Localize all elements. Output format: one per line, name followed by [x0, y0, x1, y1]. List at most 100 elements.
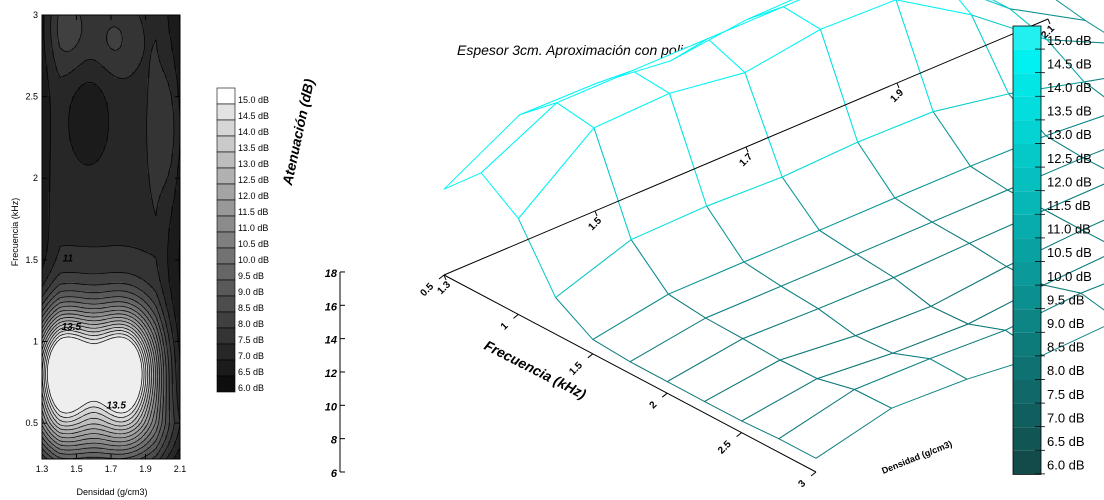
contour-x-tick-label: 1.5: [70, 464, 83, 474]
surface-z-tick-label: 14: [325, 335, 337, 347]
surface-freq-axis: [443, 274, 817, 473]
surface-legend-swatch: [1013, 356, 1041, 380]
contour-y-axis-label: Frecuencia (kHz): [10, 198, 20, 267]
surface-density-tick: [745, 146, 749, 153]
contour-level-label: 11: [63, 253, 74, 264]
contour-y-tick-label: 0.5: [25, 418, 38, 428]
surface-density-tick-label: 1.3: [435, 279, 453, 297]
surface-legend-swatch: [1013, 26, 1041, 50]
contour-labels: 11 13.5 13.5: [62, 253, 127, 411]
surface-legend-label: 12.5 dB: [1047, 151, 1092, 166]
contour-legend-label: 8.5 dB: [238, 303, 264, 313]
surface-legend-label: 6.5 dB: [1047, 434, 1085, 449]
surface-z-axis-label: Atenuación (dB): [279, 77, 317, 187]
contour-x-tick-label: 2.1: [174, 464, 187, 474]
contour-lines: [42, 15, 180, 459]
contour-legend-label: 10.5 dB: [238, 239, 269, 249]
surface-legend-label: 8.0 dB: [1047, 363, 1085, 378]
contour-legend-label: 14.5 dB: [238, 111, 269, 121]
surface-legend-label: 13.0 dB: [1047, 127, 1092, 142]
contour-legend-label: 12.5 dB: [238, 175, 269, 185]
contour-axes: 1.3 1.5 1.7 1.9 2.1 0.5 1 1.5 2 2.5 3: [25, 10, 186, 474]
contour-y-tick-label: 1.5: [25, 255, 38, 265]
surface-legend-swatch: [1013, 262, 1041, 286]
surface-legend-label: 14.5 dB: [1047, 56, 1092, 71]
surface-face: [985, 0, 1011, 10]
contour-y-tick-label: 1: [33, 336, 38, 346]
surface-freq-tick: [661, 392, 668, 398]
surface-legend-label: 8.5 dB: [1047, 340, 1085, 355]
surface-freq-tick: [587, 353, 594, 359]
contour-legend-swatch: [216, 375, 236, 393]
contour-legend-label: 6.0 dB: [238, 383, 264, 393]
surface-density-tick: [443, 274, 447, 281]
contour-x-tick-label: 1.3: [36, 464, 49, 474]
contour-legend-label: 7.5 dB: [238, 335, 264, 345]
surface-legend-label: 13.5 dB: [1047, 104, 1092, 119]
contour-plot-area: [42, 15, 180, 459]
surface-legend-swatch: [1013, 450, 1041, 475]
contour-isolines: [42, 15, 180, 459]
contour-legend-label: 6.5 dB: [238, 367, 264, 377]
surface-legend-swatch: [1013, 49, 1041, 74]
surface-legend-label: 10.5 dB: [1047, 245, 1092, 260]
surface-freq-tick: [736, 432, 742, 437]
contour-x-tick-label: 1.9: [139, 464, 152, 474]
surface-legend-label: 7.5 dB: [1047, 387, 1085, 402]
surface-z-tick-label: 12: [325, 368, 337, 380]
surface-legend-label: 12.0 dB: [1047, 174, 1092, 189]
surface-legend-frame: [1012, 25, 1042, 475]
surface-legend-swatch: [1013, 380, 1041, 404]
contour-legend-label: 15.0 dB: [238, 95, 269, 105]
contour-legend-label: 11.5 dB: [238, 207, 268, 217]
surface-legend-label: 11.0 dB: [1047, 222, 1091, 237]
surface-freq-tick-label: 1: [499, 320, 511, 332]
surface-legend-swatch: [1013, 144, 1041, 168]
surface-freq-tick-label: 2.5: [716, 439, 734, 457]
surface-legend-label: 9.5 dB: [1047, 292, 1085, 307]
surface-legend-swatch: [1013, 120, 1041, 144]
surface-density-tick: [1047, 18, 1051, 25]
contour-legend-label: 11.0 dB: [238, 223, 268, 233]
surface-legend-swatch: [1013, 214, 1041, 239]
surface-legend-label: 11.5 dB: [1047, 198, 1091, 213]
surface-freq-tick-label: 2: [648, 399, 660, 411]
surface-freq-tick: [438, 274, 445, 280]
surface-legend-swatch: [1013, 309, 1041, 333]
surface-legend-label: 9.0 dB: [1047, 316, 1085, 331]
surface-z-tick-label: 8: [331, 435, 338, 447]
contour-y-tick-label: 3: [33, 10, 38, 20]
surface-legend-swatch: [1013, 403, 1041, 428]
contour-y-tick-label: 2: [33, 173, 38, 183]
surface-legend-swatch: [1013, 191, 1041, 215]
contour-legend-label: 13.0 dB: [238, 159, 269, 169]
contour-x-axis-label: Densidad (g/cm3): [76, 487, 147, 497]
surface-legend: 15.0 dB 14.5 dB 14.0 dB 13.5 dB 13.0 dB 12.5 …: [1012, 25, 1092, 475]
contour-x-tick-label: 1.7: [105, 464, 118, 474]
surface-face: [443, 102, 558, 190]
surface-z-tick-label: 10: [325, 401, 338, 413]
contour-legend-label: 9.5 dB: [238, 271, 264, 281]
surface-legend-label: 10.0 dB: [1047, 269, 1092, 284]
surface-density-tick: [896, 82, 900, 89]
surface-freq-tick: [810, 471, 817, 477]
surface-face: [895, 0, 972, 16]
contour-legend-label: 7.0 dB: [238, 351, 264, 361]
surface-z-tick-label: 6: [331, 468, 338, 480]
surface-freq-tick-label: 3: [796, 478, 808, 490]
surface-freq-tick: [513, 314, 519, 319]
surface-mesh: [443, 0, 1104, 459]
contour-y-tick-label: 2.5: [25, 92, 38, 102]
surface-freq-tick-label: 0.5: [419, 281, 437, 299]
surface-legend-swatch: [1013, 332, 1041, 357]
contour-level-label: 13.5: [62, 322, 82, 333]
surface-z-tick-label: 18: [325, 268, 338, 280]
surface-legend-label: 7.0 dB: [1047, 410, 1085, 425]
contour-legend-label: 13.5 dB: [238, 143, 269, 153]
contour-legend-label: 12.0 dB: [238, 191, 269, 201]
surface-legend-swatch: [1013, 427, 1041, 451]
contour-legend-label: 9.0 dB: [238, 287, 264, 297]
surface-density-axis-label: Densidad (g/cm3): [880, 439, 953, 476]
surface-legend-swatch: [1013, 285, 1041, 310]
